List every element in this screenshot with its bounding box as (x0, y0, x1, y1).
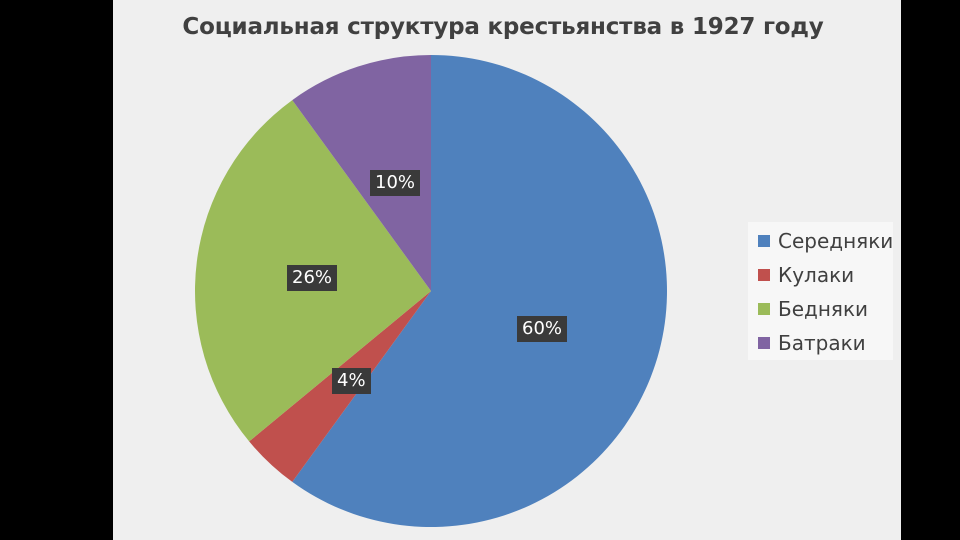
legend-item: Батраки (758, 330, 866, 356)
data-label-2: 4% (332, 368, 371, 394)
legend-item: Середняки (758, 228, 893, 254)
legend-swatch (758, 303, 770, 315)
legend-item: Бедняки (758, 296, 868, 322)
legend-swatch (758, 337, 770, 349)
legend-label: Бедняки (778, 297, 869, 321)
legend-label: Середняки (778, 229, 894, 253)
legend-swatch (758, 269, 770, 281)
legend-swatch (758, 235, 770, 247)
data-label-3: 26% (287, 265, 338, 291)
chart-area: Социальная структура крестьянства в 1927… (113, 0, 901, 540)
legend-label: Кулаки (778, 263, 855, 287)
chart-title: Социальная структура крестьянства в 1927… (182, 14, 824, 40)
legend-item: Кулаки (758, 262, 854, 288)
pie-slice-4 (292, 55, 431, 291)
pie-slice-1 (292, 55, 668, 527)
legend-label: Батраки (778, 331, 866, 355)
data-label-4: 10% (370, 170, 421, 196)
legend: Середняки Кулаки Бедняки Батраки (748, 222, 893, 360)
data-label-1: 60% (517, 316, 568, 342)
